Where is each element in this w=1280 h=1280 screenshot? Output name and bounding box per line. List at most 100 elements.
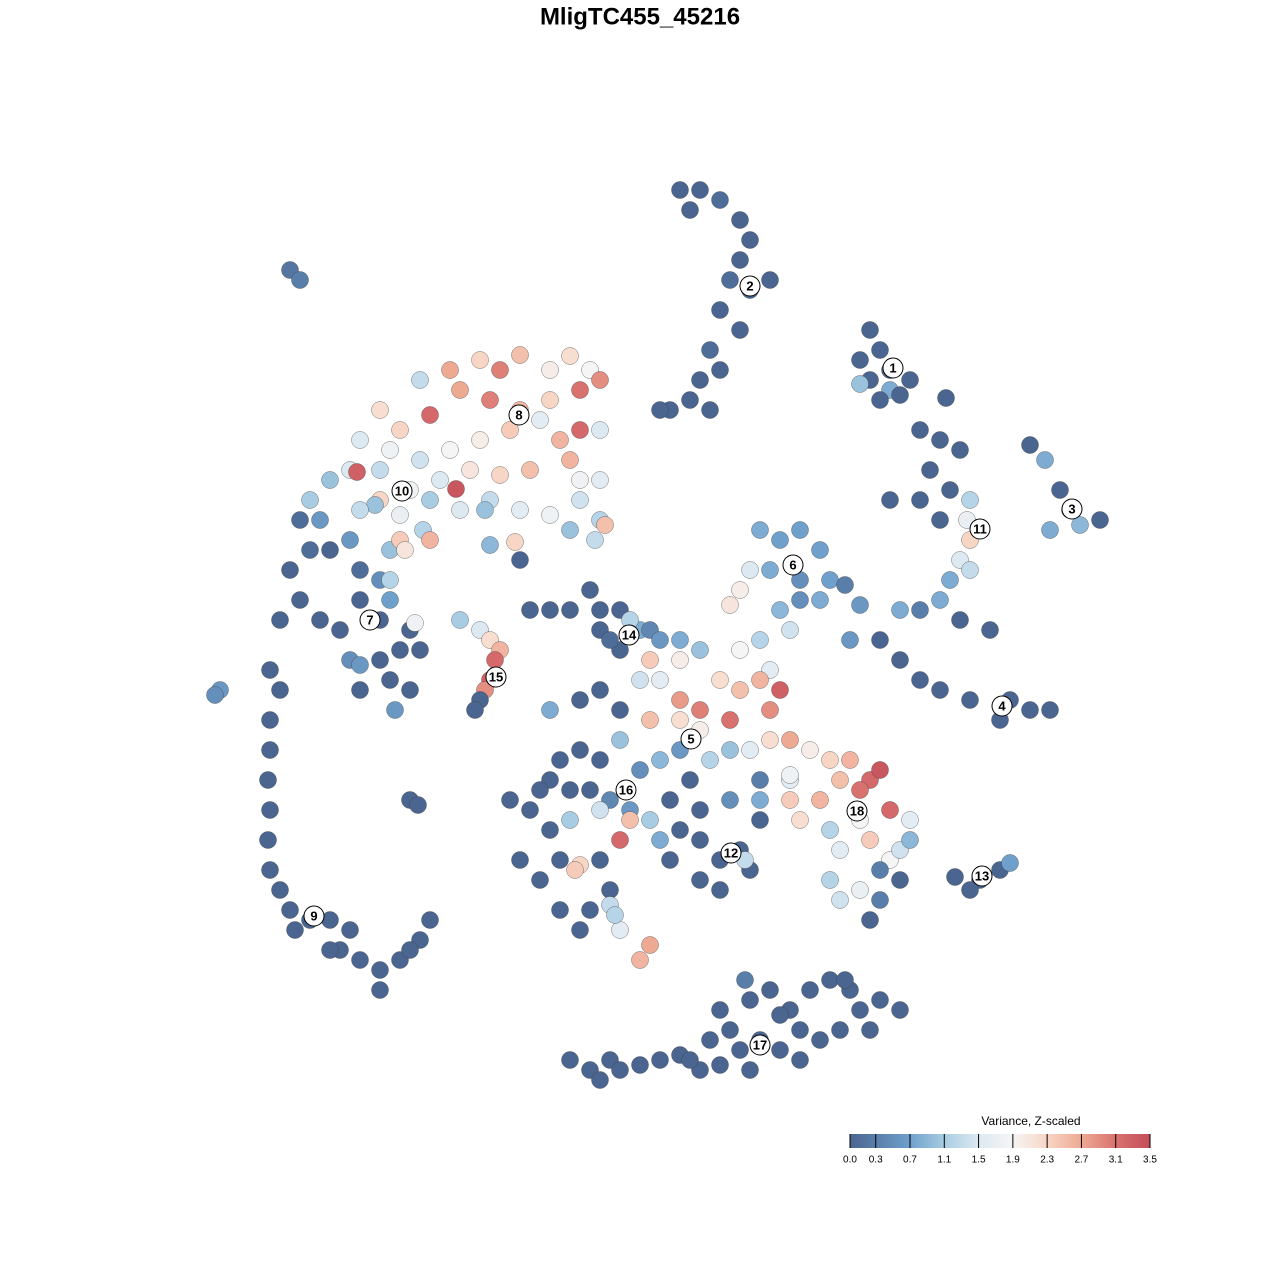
- point: [691, 371, 709, 389]
- colorbar-step: [912, 1134, 915, 1148]
- colorbar-step: [990, 1134, 993, 1148]
- point: [721, 741, 739, 759]
- point: [541, 821, 559, 839]
- point: [701, 401, 719, 419]
- point: [481, 536, 499, 554]
- point: [561, 347, 579, 365]
- point: [961, 691, 979, 709]
- colorbar-step: [1032, 1134, 1035, 1148]
- point: [931, 681, 949, 699]
- colorbar-step: [1114, 1134, 1117, 1148]
- colorbar-step: [964, 1134, 967, 1148]
- point: [841, 631, 859, 649]
- point: [791, 1021, 809, 1039]
- point: [851, 781, 869, 799]
- point: [371, 651, 389, 669]
- colorbar-step: [1040, 1134, 1043, 1148]
- point: [259, 831, 277, 849]
- colorbar-step: [904, 1134, 907, 1148]
- point: [371, 961, 389, 979]
- cluster-marker: [969, 518, 991, 540]
- point: [561, 811, 579, 829]
- point: [851, 351, 869, 369]
- colorbar-title: Variance, Z-scaled: [981, 1114, 1080, 1128]
- colorbar-step: [882, 1134, 885, 1148]
- colorbar-step: [926, 1134, 929, 1148]
- point: [421, 531, 439, 549]
- point: [601, 881, 619, 899]
- colorbar-step: [992, 1134, 995, 1148]
- point: [571, 471, 589, 489]
- point: [961, 491, 979, 509]
- colorbar-step: [906, 1134, 909, 1148]
- point: [371, 981, 389, 999]
- cluster-marker: [485, 666, 507, 688]
- point: [661, 791, 679, 809]
- point: [561, 1051, 579, 1069]
- point: [761, 701, 779, 719]
- colorbar-tick-label: 0.0: [843, 1155, 857, 1166]
- point: [451, 381, 469, 399]
- point: [261, 661, 279, 679]
- colorbar-step: [1086, 1134, 1089, 1148]
- colorbar-step: [862, 1134, 865, 1148]
- point: [291, 511, 309, 529]
- point: [681, 201, 699, 219]
- colorbar-step: [898, 1134, 901, 1148]
- point: [831, 891, 849, 909]
- point: [851, 881, 869, 899]
- point: [861, 911, 879, 929]
- point: [671, 181, 689, 199]
- colorbar-step: [1000, 1134, 1003, 1148]
- point: [1021, 701, 1039, 719]
- colorbar-step: [1102, 1134, 1105, 1148]
- colorbar-step: [880, 1134, 883, 1148]
- point: [431, 471, 449, 489]
- point: [771, 681, 789, 699]
- point: [781, 766, 799, 784]
- point: [631, 671, 649, 689]
- colorbar-step: [968, 1134, 971, 1148]
- colorbar-tick-label: 1.1: [937, 1155, 951, 1166]
- cluster-marker: [782, 554, 804, 576]
- colorbar-step: [1052, 1134, 1055, 1148]
- point: [681, 391, 699, 409]
- colorbar-step: [1094, 1134, 1097, 1148]
- cluster-marker: [618, 624, 640, 646]
- point: [441, 441, 459, 459]
- point: [751, 791, 769, 809]
- chart-title: MligTC455_45216: [540, 3, 740, 30]
- point: [1041, 521, 1059, 539]
- point: [821, 571, 839, 589]
- colorbar-step: [1036, 1134, 1039, 1148]
- point: [531, 781, 549, 799]
- point: [521, 601, 539, 619]
- colorbar-step: [1004, 1134, 1007, 1148]
- colorbar-step: [944, 1134, 947, 1148]
- colorbar-step: [1108, 1134, 1111, 1148]
- point: [681, 771, 699, 789]
- point: [841, 751, 859, 769]
- colorbar-step: [932, 1134, 935, 1148]
- point: [281, 561, 299, 579]
- colorbar-step: [864, 1134, 867, 1148]
- point: [911, 671, 929, 689]
- colorbar-step: [984, 1134, 987, 1148]
- point: [271, 681, 289, 699]
- point: [311, 511, 329, 529]
- colorbar-step: [1146, 1134, 1149, 1148]
- point: [271, 881, 289, 899]
- point: [406, 614, 424, 632]
- point: [1051, 481, 1069, 499]
- point: [641, 651, 659, 669]
- colorbar-step: [870, 1134, 873, 1148]
- point: [741, 231, 759, 249]
- point: [571, 741, 589, 759]
- point: [811, 791, 829, 809]
- point: [801, 981, 819, 999]
- colorbar-step: [892, 1134, 895, 1148]
- point: [811, 541, 829, 559]
- cluster-label: 16: [619, 782, 633, 797]
- cluster-label: 5: [687, 731, 694, 746]
- point: [711, 1056, 729, 1074]
